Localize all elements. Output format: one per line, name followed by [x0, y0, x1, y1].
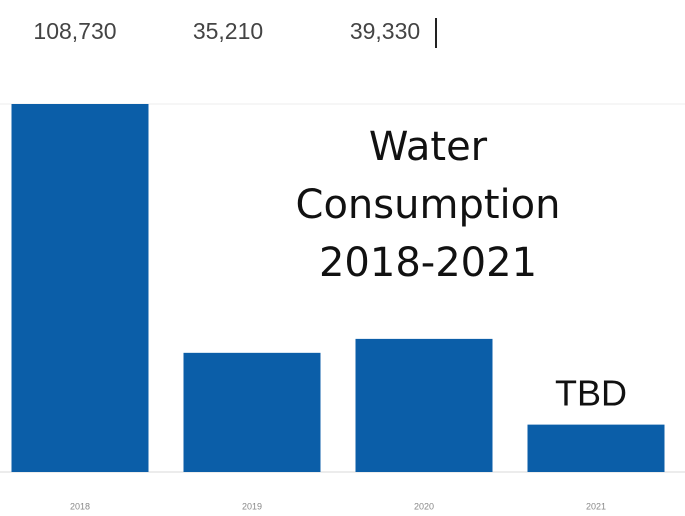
x-tick-label: 2019	[242, 501, 262, 511]
value-label: 39,330	[350, 18, 420, 44]
bar	[527, 424, 665, 472]
bar	[11, 104, 149, 472]
x-tick-label: 2021	[586, 501, 606, 511]
chart-title: Water Consumption 2018-2021	[295, 124, 561, 286]
x-tick-label: 2018	[70, 501, 90, 511]
value-label: 108,730	[33, 18, 116, 44]
value-label: 35,210	[193, 18, 263, 44]
annotation: TBD	[555, 373, 627, 414]
x-tick-label: 2020	[414, 501, 434, 511]
bar	[183, 352, 321, 472]
bar	[355, 338, 493, 472]
